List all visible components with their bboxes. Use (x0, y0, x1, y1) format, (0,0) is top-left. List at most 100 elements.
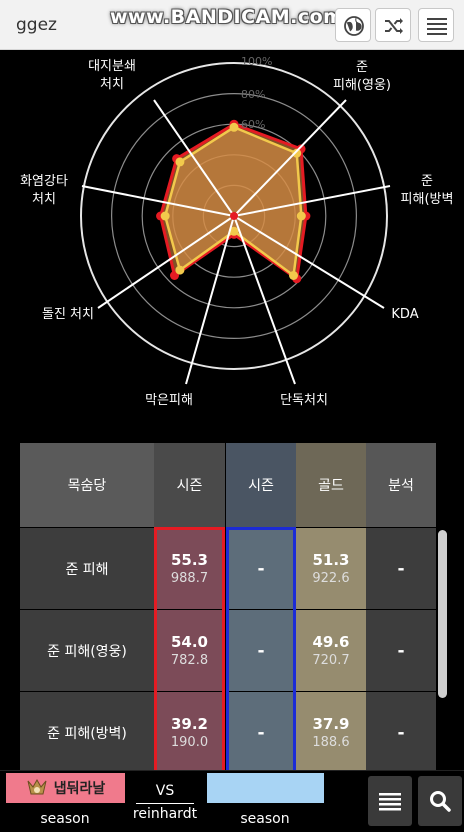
versus-label: VS (155, 783, 175, 799)
season1-cell[interactable]: 39.2 190.0 (154, 692, 225, 770)
row-label: 준 피해 (20, 528, 154, 609)
season1-cell[interactable]: 55.3 988.7 (154, 528, 225, 609)
table-row[interactable]: 준 피해(방벽) 39.2 190.0 - 37.9 188.6 - (20, 692, 436, 770)
app-title: ggez (16, 15, 57, 35)
axis-label-kda: KDA (391, 307, 419, 322)
analysis-value: - (397, 722, 405, 743)
radar-axis-line (153, 99, 235, 217)
radar-ring (80, 62, 388, 370)
header-gold[interactable]: 골드 (296, 443, 366, 527)
gold-cell[interactable]: 49.6 720.7 (296, 610, 366, 691)
season2-cell[interactable]: - (226, 528, 296, 609)
search-button[interactable] (418, 776, 462, 826)
radar-series-area (163, 125, 303, 278)
top-bar: ggez www.BANDICAM.com (0, 0, 464, 50)
season2-value: - (257, 558, 265, 579)
season1-selection-outline (154, 527, 225, 770)
season1-value: 39.2 (170, 714, 208, 733)
analysis-cell[interactable]: - (366, 692, 436, 770)
season1-subvalue: 190.0 (170, 734, 209, 750)
radar-axis-line (233, 215, 385, 309)
gold-subvalue: 188.6 (312, 734, 350, 750)
table-header-row: 목숨당 시즌 시즌 골드 분석 (20, 443, 436, 527)
axis-label-barrier-damage: 준 피해(방벽 (400, 174, 454, 207)
radar-point (175, 157, 185, 167)
list-menu-button[interactable] (368, 776, 412, 826)
player1-mode[interactable]: season (40, 811, 90, 827)
radar-point (289, 271, 299, 281)
radar-axis-line (233, 215, 296, 385)
season2-selection-outline (226, 527, 296, 770)
season1-value: 54.0 (170, 632, 208, 651)
analysis-value: - (397, 640, 405, 661)
analysis-cell[interactable]: - (366, 528, 436, 609)
gold-cell[interactable]: 51.3 922.6 (296, 528, 366, 609)
season1-subvalue: 782.8 (170, 652, 209, 668)
hero-name[interactable]: reinhardt (132, 806, 198, 822)
season1-value: 55.3 (170, 550, 208, 569)
gold-value: 51.3 (312, 550, 350, 569)
header-per-life[interactable]: 목숨당 (20, 443, 154, 527)
radar-point (175, 265, 185, 275)
radar-axis-line (97, 215, 235, 309)
ring-label-60: 60% (241, 118, 266, 131)
player1-name: 냅둬라날 (53, 781, 106, 797)
radar-chart: 100% 80% 60% 대지분쇄 처치 준 피해(영웅) 준 피해(방벽 KD… (0, 50, 464, 430)
globe-icon (344, 16, 364, 36)
shuffle-icon (385, 18, 403, 34)
radar-axis-line (233, 185, 391, 217)
versus-divider (136, 803, 194, 804)
menu-button[interactable] (418, 8, 454, 42)
analysis-value: - (397, 558, 405, 579)
rank-badge-icon (27, 778, 47, 795)
recorder-watermark: www.BANDICAM.com (110, 6, 344, 28)
search-icon (430, 791, 451, 812)
player2-tag[interactable] (207, 773, 324, 803)
hamburger-icon (379, 793, 401, 811)
stats-table: 목숨당 시즌 시즌 골드 분석 준 피해 55.3 988.7 - 51.3 9… (20, 443, 436, 770)
axis-label-solo-kills: 단독처치 (280, 393, 328, 408)
radar-axis-line (233, 99, 347, 217)
header-analysis[interactable]: 분석 (366, 443, 436, 527)
radar-ring (110, 92, 358, 340)
ring-label-80: 80% (241, 88, 266, 101)
gold-cell[interactable]: 37.9 188.6 (296, 692, 366, 770)
shuffle-button[interactable] (375, 8, 411, 42)
radar-point (160, 211, 170, 221)
axis-label-earthshatter: 대지분쇄 처치 (88, 59, 136, 92)
season1-cell[interactable]: 54.0 782.8 (154, 610, 225, 691)
radar-point (292, 148, 302, 158)
season2-cell[interactable]: - (226, 610, 296, 691)
radar-axis-line (185, 215, 235, 385)
table-row[interactable]: 준 피해 55.3 988.7 - 51.3 922.6 - (20, 528, 436, 609)
season2-value: - (257, 722, 265, 743)
axis-label-damage-blocked: 막은피해 (145, 393, 193, 408)
gold-subvalue: 922.6 (312, 570, 350, 586)
ring-label-100: 100% (241, 55, 273, 68)
season2-cell[interactable]: - (226, 692, 296, 770)
gold-value: 37.9 (312, 714, 350, 733)
row-label: 준 피해(방벽) (20, 692, 154, 770)
season1-subvalue: 988.7 (170, 570, 209, 586)
gold-subvalue: 720.7 (312, 652, 350, 668)
radar-plot (80, 62, 391, 385)
axis-label-firestrike: 화염강타 처치 (20, 174, 68, 207)
table-row[interactable]: 준 피해(영웅) 54.0 782.8 - 49.6 720.7 - (20, 610, 436, 691)
header-season-2[interactable]: 시즌 (226, 443, 296, 527)
menu-icon (427, 18, 447, 35)
radar-point (229, 226, 239, 236)
radar-point (296, 211, 306, 221)
globe-button[interactable] (335, 8, 371, 42)
season2-value: - (257, 640, 265, 661)
radar-axis-line (81, 185, 235, 217)
row-label: 준 피해(영웅) (20, 610, 154, 691)
radar-point (229, 122, 239, 132)
gold-value: 49.6 (312, 632, 350, 651)
header-season-1[interactable]: 시즌 (154, 443, 225, 527)
player1-tag[interactable]: 냅둬라날 (6, 773, 125, 803)
player2-mode[interactable]: season (240, 811, 290, 827)
analysis-cell[interactable]: - (366, 610, 436, 691)
axis-label-hero-damage: 준 피해(영웅) (333, 60, 391, 93)
axis-label-charge-kills: 돌진 처치 (42, 307, 94, 322)
table-scrollbar-thumb[interactable] (438, 530, 447, 698)
